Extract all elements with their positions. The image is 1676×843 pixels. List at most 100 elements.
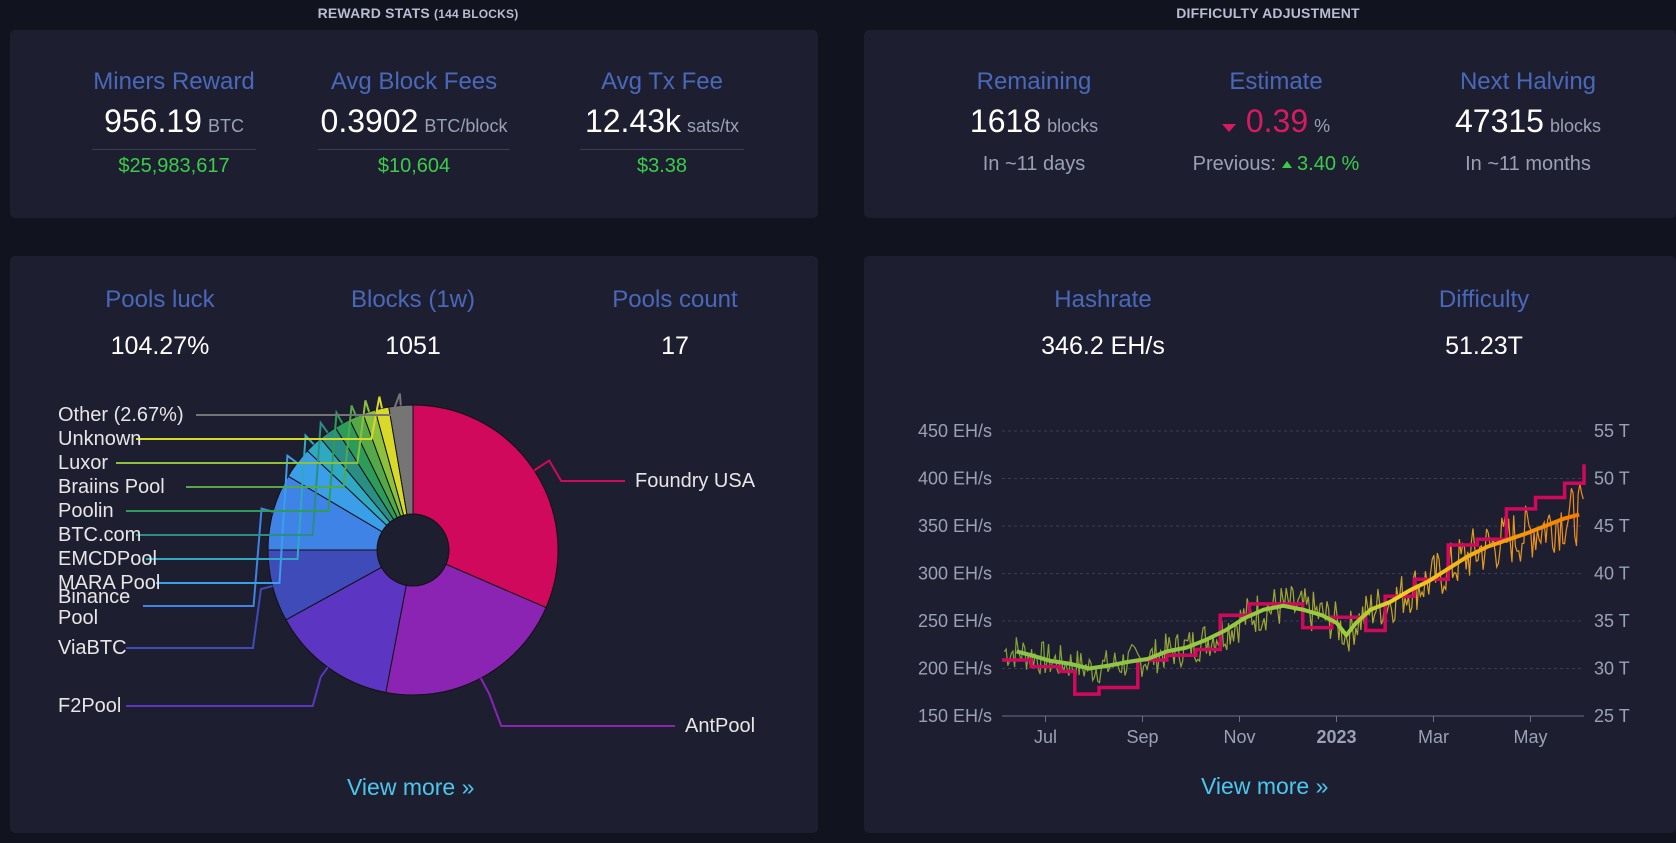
- miners-reward-fiat: $25,983,617: [92, 149, 256, 178]
- pie-label-f2pool: F2Pool: [58, 695, 121, 717]
- pie-label-unknown: Unknown: [58, 428, 141, 450]
- estimate-stat: Estimate 0.39% Previous: 3.40 %: [1166, 68, 1386, 177]
- avg-block-fees-stat: Avg Block Fees 0.3902 BTC/block $10,604: [318, 68, 510, 178]
- pie-leader-antpool: [479, 677, 675, 727]
- remaining-value: 1618: [969, 103, 1042, 139]
- pools-luck-value: 104.27%: [110, 332, 210, 360]
- reward-stats-title: REWARD STATS (144 BLOCKS): [317, 5, 519, 21]
- pie-leader-btc-com: [136, 420, 329, 536]
- pie-leader-other-2-67: [196, 393, 402, 416]
- x-tick: 2023: [1316, 727, 1356, 747]
- blocks-1w-stat: Blocks (1w) 1051: [323, 286, 503, 361]
- y-left-tick: 350 EH/s: [918, 516, 992, 536]
- next-halving-value: 47315: [1454, 103, 1544, 139]
- next-halving-eta: In ~11 months: [1465, 153, 1591, 175]
- pools-luck-label: Pools luck: [105, 286, 215, 313]
- arrow-down-icon: [1221, 123, 1236, 132]
- pie-label-btc-com: BTC.com: [58, 524, 141, 546]
- pie-leader-foundry-usa: [533, 459, 625, 482]
- pie-label-braiins-pool: Braiins Pool: [58, 476, 165, 498]
- pie-slice-f2pool[interactable]: [285, 566, 407, 694]
- pools-count-value: 17: [661, 332, 689, 360]
- pie-leader-unknown: [136, 396, 383, 440]
- estimate-label: Estimate: [1229, 68, 1323, 95]
- y-left-tick: 450 EH/s: [918, 421, 992, 441]
- remaining-label: Remaining: [976, 68, 1092, 95]
- estimate-value: 0.39: [1245, 103, 1309, 139]
- miners-reward-value: 956.19: [104, 103, 202, 139]
- pie-label-poolin: Poolin: [58, 500, 114, 522]
- difficulty-label: Difficulty: [1438, 286, 1530, 313]
- x-tick: May: [1513, 727, 1547, 747]
- remaining-eta: In ~11 days: [982, 153, 1086, 175]
- pie-hole: [378, 515, 448, 585]
- hashrate-value: 346.2 EH/s: [1041, 332, 1165, 360]
- pie-label-luxor: Luxor: [58, 452, 108, 474]
- pie-leader-braiins-pool: [186, 405, 358, 488]
- avg-block-fees-label: Avg Block Fees: [330, 68, 498, 95]
- difficulty-value: 51.23T: [1445, 332, 1523, 360]
- previous-adjustment: Previous: 3.40 %: [1192, 153, 1360, 175]
- hashrate-daily-line: [1003, 483, 1584, 684]
- difficulty-stat: Difficulty 51.23T: [1369, 286, 1599, 361]
- pie-slice-antpool[interactable]: [385, 563, 547, 696]
- avg-block-fees-fiat: $10,604: [318, 149, 510, 178]
- remaining-stat: Remaining 1618 blocks In ~11 days: [924, 68, 1144, 177]
- hashrate-difficulty-chart[interactable]: 150 EH/s 200 EH/s 250 EH/s 300 EH/s 350 EH/s…: [864, 256, 1676, 756]
- y-right-tick: 40 T: [1594, 564, 1630, 584]
- y-right-tick: 30 T: [1594, 659, 1630, 679]
- estimate-unit: %: [1314, 116, 1331, 136]
- pie-leader-mara-pool: [156, 453, 298, 584]
- pool-distribution-chart[interactable]: Foundry USA AntPool F2Pool ViaBTC Binance Poo…: [10, 256, 818, 756]
- pie-leader-binance-pool: [143, 507, 274, 607]
- pie-leader-luxor: [116, 400, 371, 464]
- x-tick: Jul: [1034, 727, 1057, 747]
- pie-slice-other-2-67[interactable]: [388, 404, 414, 516]
- x-tick: Nov: [1223, 727, 1255, 747]
- difficulty-adjustment-card: Remaining 1618 blocks In ~11 days Estimat…: [864, 30, 1676, 218]
- hashrate-stat: Hashrate 346.2 EH/s: [988, 286, 1218, 361]
- pools-count-label: Pools count: [612, 286, 738, 313]
- miners-reward-unit: BTC: [207, 116, 244, 136]
- remaining-unit: blocks: [1047, 116, 1099, 136]
- pie-label-viabtc: ViaBTC: [58, 637, 127, 659]
- pie-label-emcdpool: EMCDPool: [58, 548, 157, 570]
- avg-tx-fee-stat: Avg Tx Fee 12.43k sats/tx $3.38: [580, 68, 744, 178]
- y-left-tick: 300 EH/s: [918, 564, 992, 584]
- x-tick: Sep: [1126, 727, 1158, 747]
- y-left-tick: 400 EH/s: [918, 469, 992, 489]
- pie-leader-viabtc: [126, 585, 273, 649]
- x-tick: Mar: [1418, 727, 1449, 747]
- y-right-tick: 35 T: [1594, 611, 1630, 631]
- y-right-tick: 25 T: [1594, 706, 1630, 726]
- next-halving-unit: blocks: [1549, 116, 1601, 136]
- pools-card: Pools luck 104.27% Blocks (1w) 1051 Pool…: [10, 256, 818, 833]
- avg-tx-fee-value: 12.43k: [584, 103, 682, 139]
- difficulty-adjustment-title: DIFFICULTY ADJUSTMENT: [1176, 5, 1360, 21]
- y-left-tick: 150 EH/s: [918, 706, 992, 726]
- arrow-up-icon: [1282, 161, 1293, 169]
- hashrate-label: Hashrate: [1054, 286, 1152, 313]
- pie-label-mara-pool: MARA Pool: [58, 572, 160, 594]
- y-right-tick: 50 T: [1594, 469, 1630, 489]
- pie-slice-foundry-usa[interactable]: [412, 404, 559, 609]
- y-left-tick: 200 EH/s: [918, 659, 992, 679]
- next-halving-label: Next Halving: [1459, 68, 1597, 95]
- miners-reward-label: Miners Reward: [93, 68, 255, 95]
- mining-view-more-link[interactable]: View more »: [1201, 773, 1329, 799]
- avg-block-fees-unit: BTC/block: [424, 116, 508, 136]
- y-right-tick: 55 T: [1594, 421, 1630, 441]
- pie-label-other-2-67: Other (2.67%): [58, 404, 184, 426]
- avg-tx-fee-label: Avg Tx Fee: [601, 68, 723, 95]
- hashrate-smoothed-line: [1016, 512, 1580, 671]
- avg-block-fees-value: 0.3902: [320, 103, 419, 139]
- y-left-tick: 250 EH/s: [918, 611, 992, 631]
- avg-tx-fee-fiat: $3.38: [580, 149, 744, 178]
- pools-count-stat: Pools count 17: [585, 286, 765, 361]
- pie-leader-poolin: [126, 409, 344, 512]
- mining-card: Hashrate 346.2 EH/s Difficulty 51.23T 15…: [864, 256, 1676, 833]
- pie-label-foundry-usa: Foundry USA: [635, 470, 756, 492]
- pools-luck-stat: Pools luck 104.27%: [70, 286, 250, 361]
- pools-view-more-link[interactable]: View more »: [347, 774, 475, 800]
- reward-stats-card: Miners Reward 956.19 BTC $25,983,617 Avg …: [10, 30, 818, 218]
